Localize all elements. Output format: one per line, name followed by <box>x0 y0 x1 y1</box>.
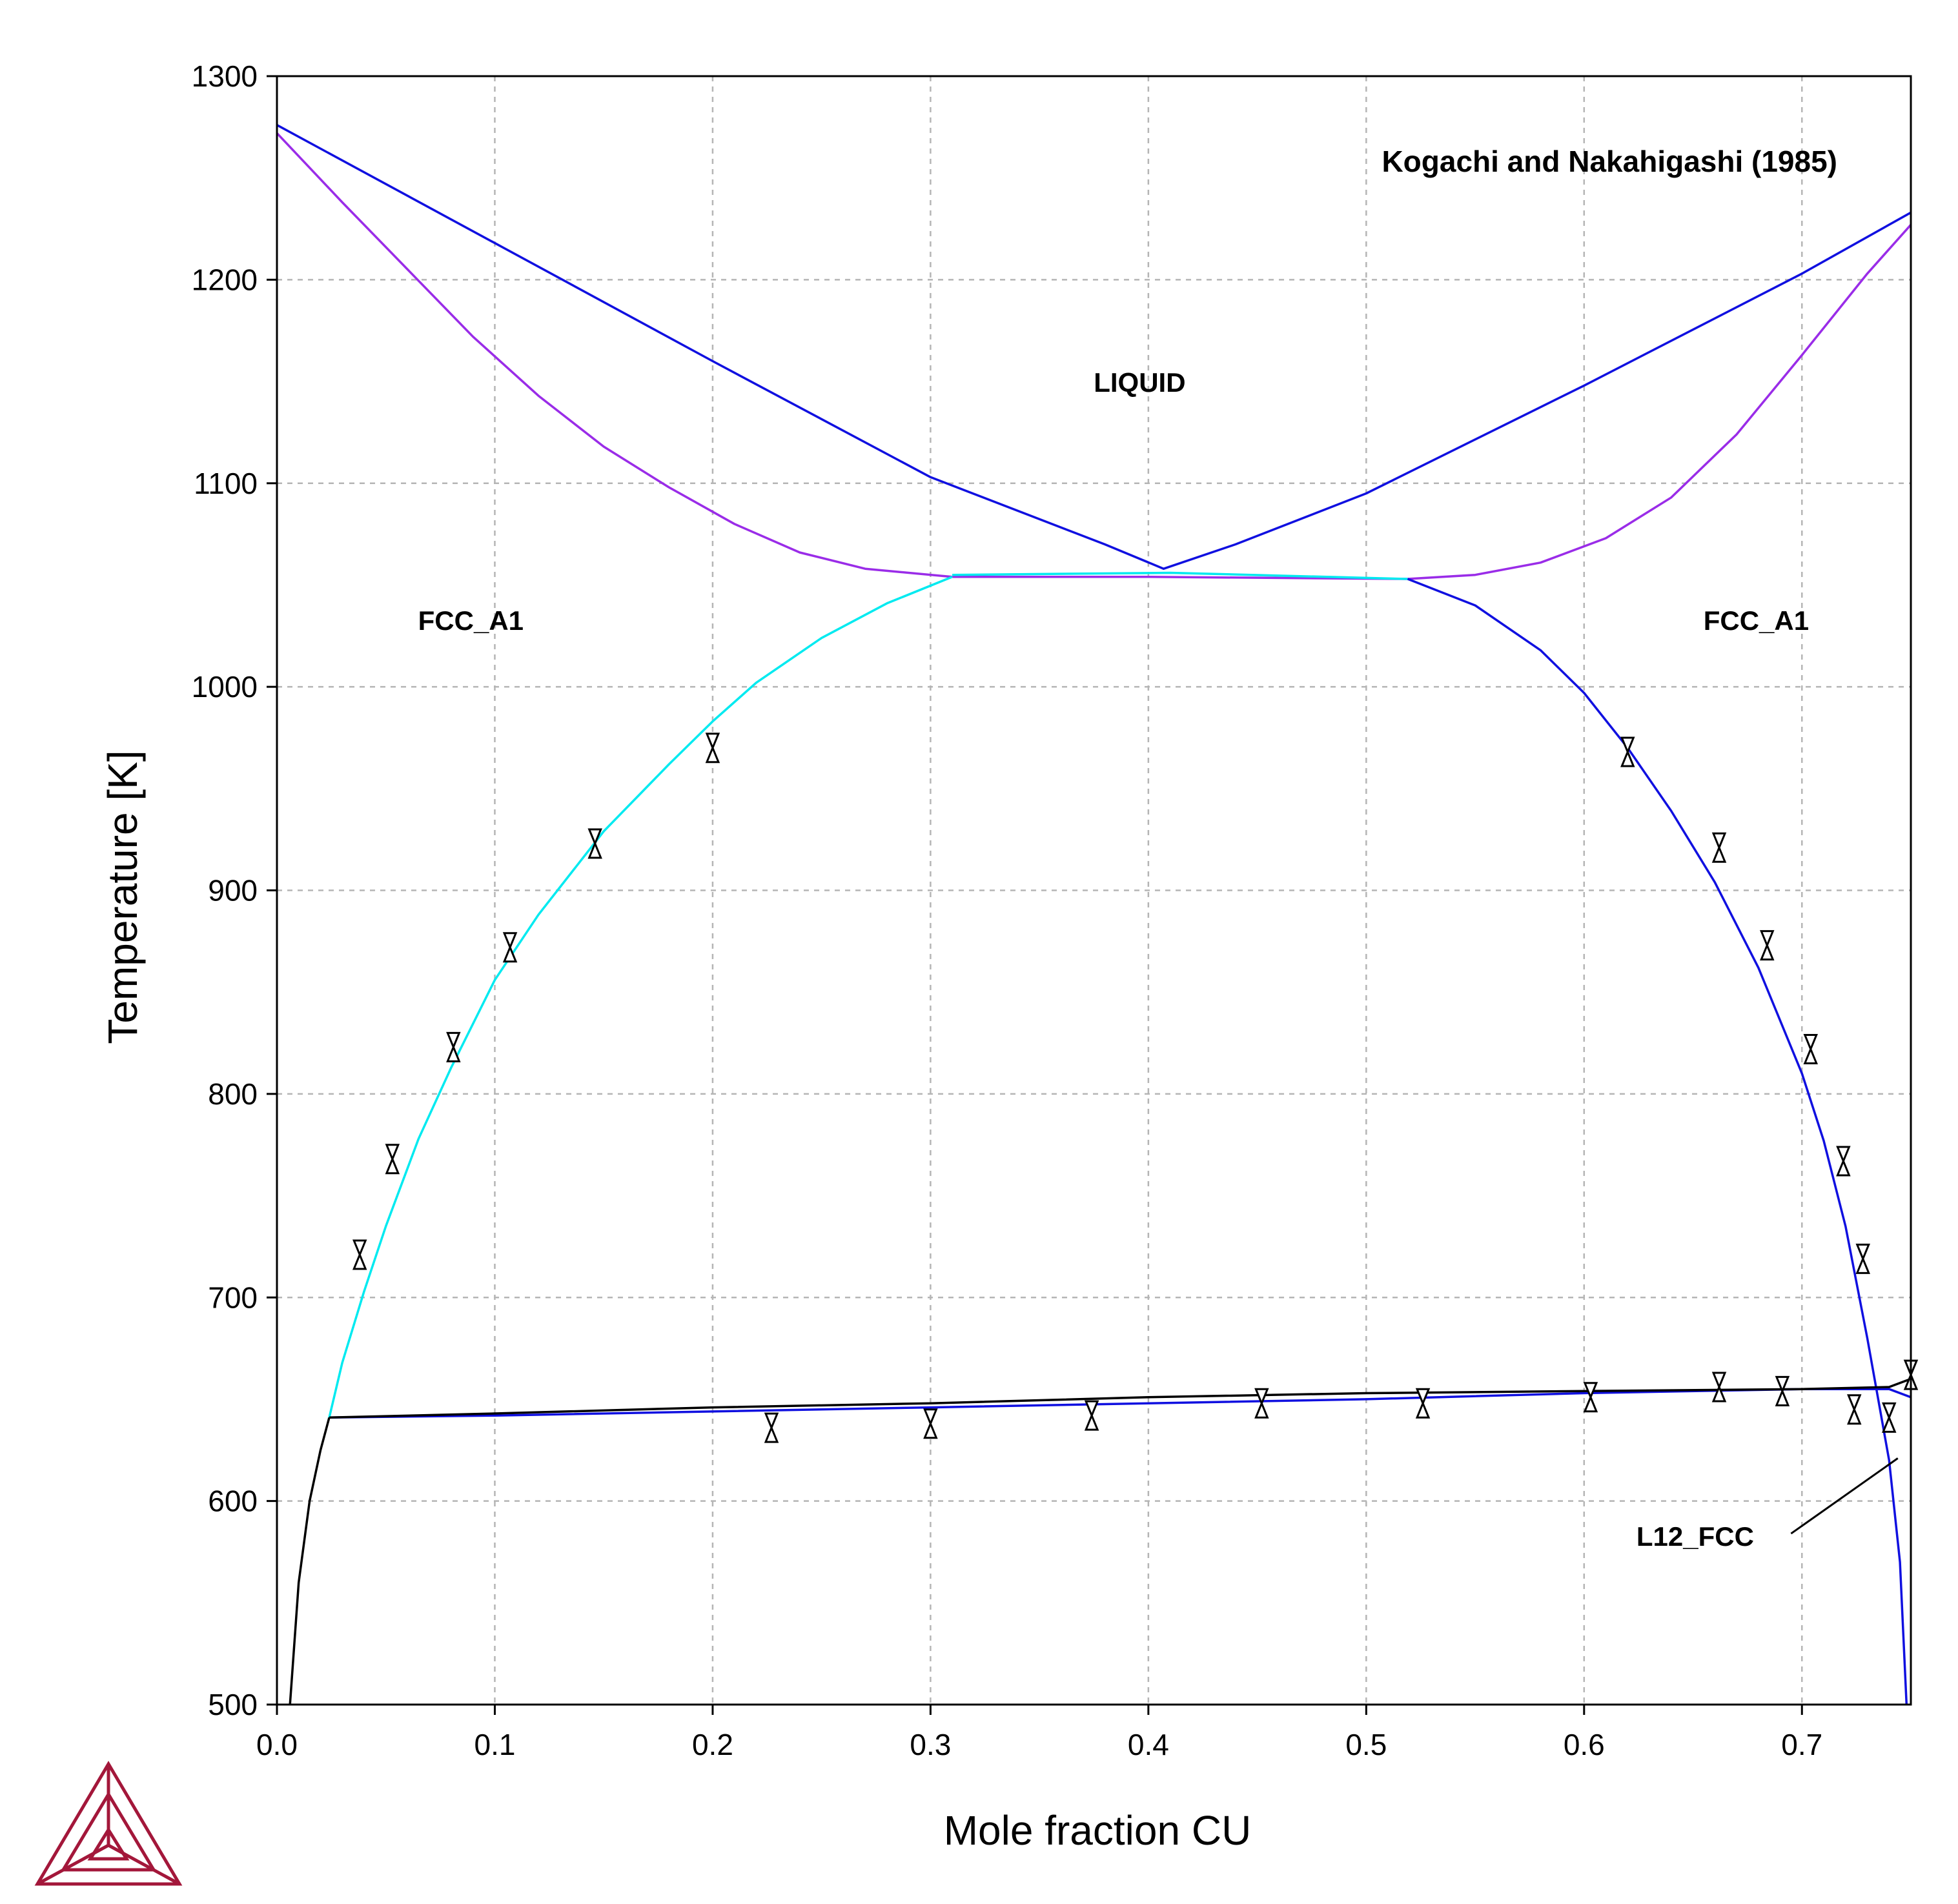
y-tick-label: 1300 <box>192 59 258 93</box>
x-tick-label: 0.7 <box>1781 1728 1822 1761</box>
experimental-points <box>352 733 1919 1443</box>
phase-boundary-curves <box>276 124 1912 1705</box>
x-tick-label: 0.6 <box>1564 1728 1605 1761</box>
x-tick-label: 0.5 <box>1345 1728 1387 1761</box>
y-tick-label: 600 <box>208 1484 258 1518</box>
experimental-point <box>1847 1394 1862 1425</box>
x-axis-ticks: 0.0 0.1 0.2 0.3 0.4 0.5 0.6 0.7 <box>256 1705 1822 1761</box>
x-tick-label: 0.2 <box>692 1728 733 1761</box>
y-tick-label: 1000 <box>192 670 258 704</box>
experimental-point <box>587 828 602 859</box>
region-label: L12_FCC <box>1637 1521 1754 1552</box>
y-tick-label: 1100 <box>194 467 258 500</box>
experimental-point <box>1836 1146 1851 1177</box>
experimental-point <box>1760 930 1775 961</box>
x-tick-label: 0.4 <box>1128 1728 1169 1761</box>
y-tick-label: 800 <box>208 1077 258 1111</box>
experimental-point <box>1711 1372 1727 1403</box>
experimental-point <box>446 1031 461 1062</box>
x-tick-label: 0.1 <box>474 1728 515 1761</box>
experimental-point <box>352 1239 367 1270</box>
experimental-point <box>1583 1382 1598 1413</box>
experimental-point <box>705 733 720 764</box>
thermo-calc-logo-icon <box>34 1761 183 1886</box>
grid-lines <box>277 76 1911 1705</box>
experimental-point <box>764 1412 779 1443</box>
y-tick-label: 900 <box>208 874 258 907</box>
experimental-point <box>385 1144 400 1175</box>
phase-boundary-line-7 <box>1407 578 1908 1705</box>
x-axis-label: Mole fraction CU <box>944 1807 1252 1854</box>
phase-boundary-line-1 <box>276 124 1912 570</box>
region-label: FCC_A1 <box>1704 605 1809 636</box>
experimental-point <box>1711 832 1727 863</box>
y-tick-label: 1200 <box>192 263 258 296</box>
reference-annotation: Kogachi and Nakahigashi (1985) <box>1382 145 1837 178</box>
x-tick-label: 0.3 <box>910 1728 951 1761</box>
experimental-point <box>923 1408 938 1439</box>
y-tick-label: 500 <box>208 1688 258 1721</box>
experimental-point <box>502 932 518 963</box>
experimental-point <box>1084 1400 1099 1431</box>
phase-boundary-line-3 <box>952 576 1408 580</box>
phase-boundary-line-5 <box>328 576 953 1418</box>
phase-boundary-line-2 <box>276 132 953 578</box>
experimental-point <box>1882 1402 1897 1433</box>
region-label: FCC_A1 <box>418 605 524 636</box>
phase-boundary-line-10 <box>289 1417 331 1705</box>
region-label: LIQUID <box>1094 367 1185 398</box>
experimental-point <box>1620 736 1635 767</box>
y-axis-label: Temperature [K] <box>99 750 146 1044</box>
experimental-point <box>1775 1375 1790 1406</box>
phase-boundary-line-4 <box>1407 224 1912 580</box>
y-axis-ticks: 500 600 700 800 900 1000 1100 1200 1300 <box>192 59 277 1721</box>
experimental-point <box>1803 1033 1819 1064</box>
experimental-point <box>1254 1388 1269 1419</box>
l12-fcc-pointer-line <box>1790 1457 1899 1535</box>
x-tick-label: 0.0 <box>256 1728 298 1761</box>
experimental-point <box>1855 1243 1870 1274</box>
phase-boundary-line-6 <box>952 571 1408 580</box>
region-labels: LIQUID FCC_A1 FCC_A1 L12_FCC <box>418 367 1809 1552</box>
experimental-point <box>1415 1388 1431 1419</box>
y-tick-label: 700 <box>208 1281 258 1314</box>
